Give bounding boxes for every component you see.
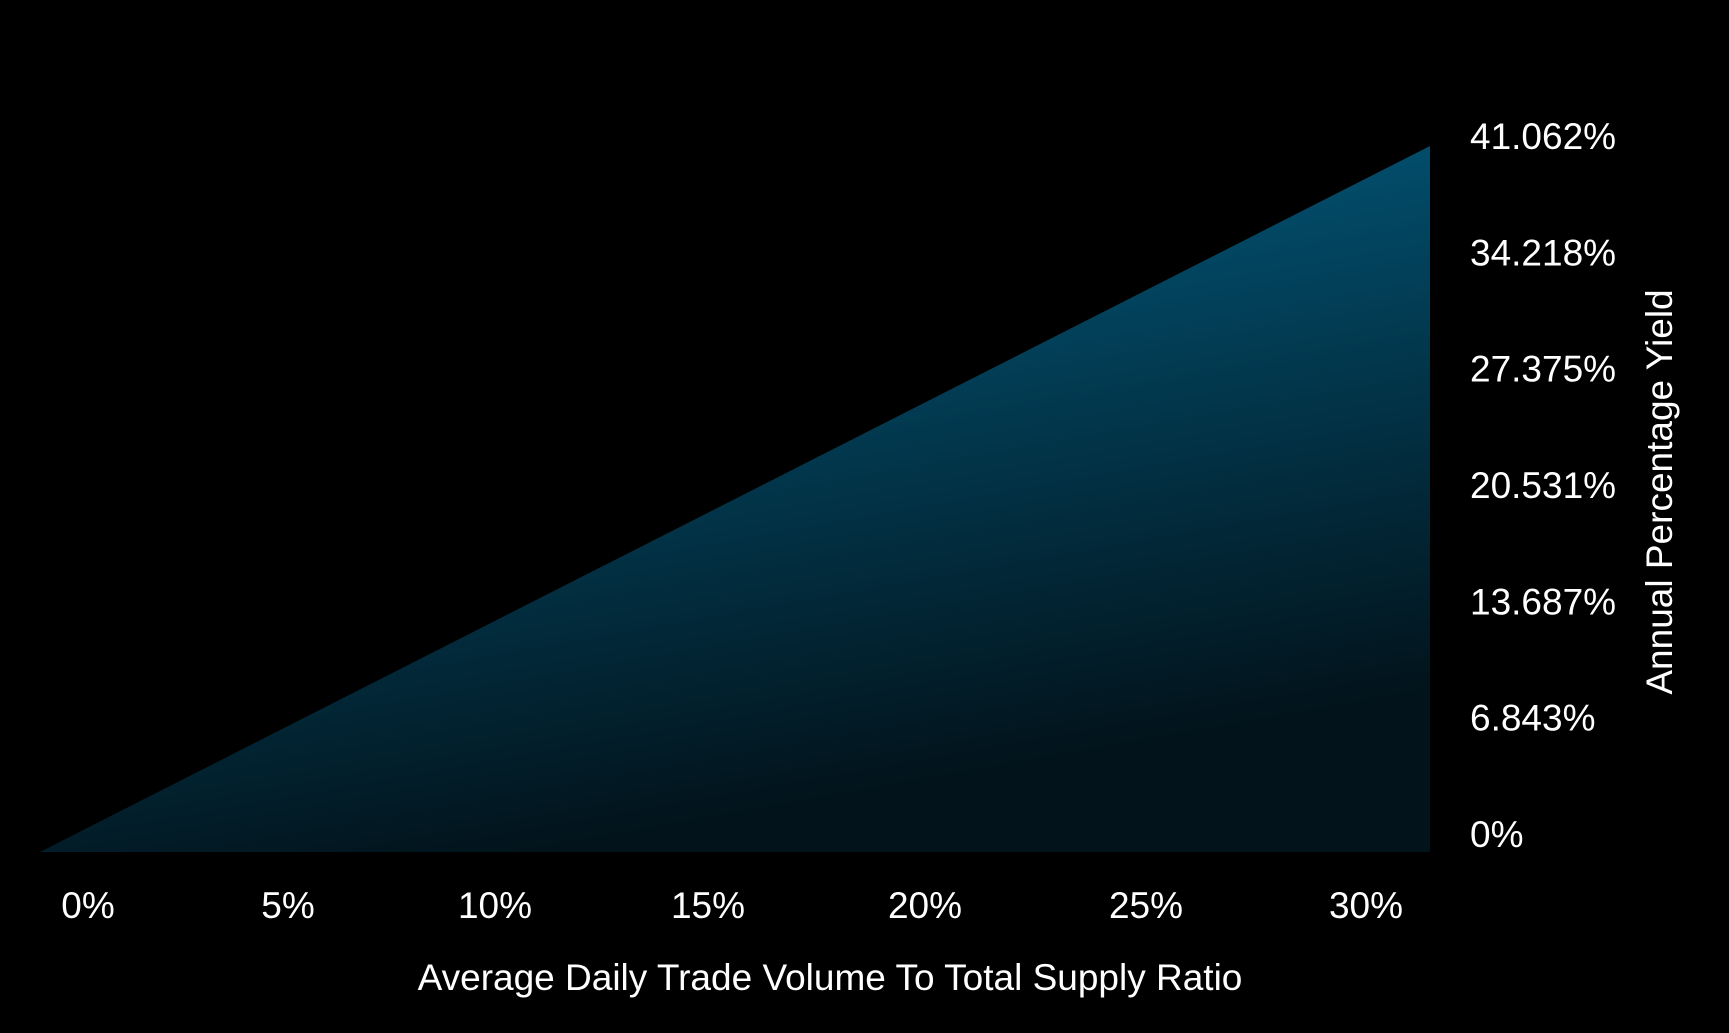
x-tick-label: 5% bbox=[261, 885, 314, 926]
x-axis-label: Average Daily Trade Volume To Total Supp… bbox=[418, 957, 1243, 998]
y-tick-label: 6.843% bbox=[1470, 698, 1596, 739]
x-tick-label: 25% bbox=[1109, 885, 1183, 926]
x-tick-label: 15% bbox=[671, 885, 745, 926]
x-tick-label: 10% bbox=[458, 885, 532, 926]
y-tick-label: 27.375% bbox=[1470, 349, 1616, 390]
y-tick-label: 0% bbox=[1470, 814, 1523, 855]
y-tick-label: 13.687% bbox=[1470, 581, 1616, 622]
x-tick-label: 20% bbox=[888, 885, 962, 926]
y-axis-label: Annual Percentage Yield bbox=[1639, 289, 1680, 694]
area-layer bbox=[40, 146, 1430, 852]
y-tick-label: 41.062% bbox=[1470, 116, 1616, 157]
x-axis-ticks: 0% 5% 10% 15% 20% 25% 30% bbox=[61, 885, 1403, 926]
y-axis-ticks: 0% 6.843% 13.687% 20.531% 27.375% 34.218% 41.0… bbox=[1470, 116, 1616, 855]
x-tick-label: 30% bbox=[1329, 885, 1403, 926]
x-tick-label: 0% bbox=[61, 885, 114, 926]
y-tick-label: 20.531% bbox=[1470, 465, 1616, 506]
y-tick-label: 34.218% bbox=[1470, 232, 1616, 273]
apy-area-series bbox=[40, 146, 1430, 852]
